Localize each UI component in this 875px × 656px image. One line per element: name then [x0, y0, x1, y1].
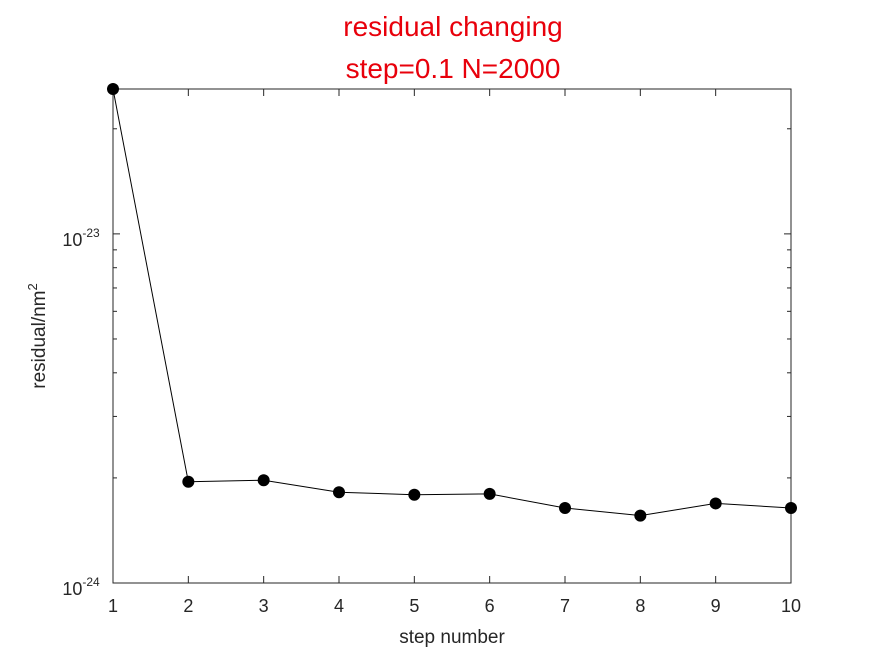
y-tick-label: 10-24 [62, 575, 100, 599]
y-tick-label-exponent: -24 [82, 575, 100, 589]
y-tick-label-base: 10 [62, 579, 82, 599]
y-tick-label-base: 10 [62, 230, 82, 250]
x-tick-label: 8 [635, 596, 645, 616]
data-point [709, 497, 722, 510]
minor-ticks [113, 128, 791, 479]
plot-area [112, 88, 792, 584]
y-axis-label: residual/nm2 [25, 283, 50, 388]
x-tick-label: 4 [334, 596, 344, 616]
chart-title-line-1: residual changing [343, 11, 563, 42]
x-tick-label: 10 [781, 596, 801, 616]
data-point [257, 474, 270, 487]
data-point [333, 486, 345, 499]
x-tick-label: 6 [485, 596, 495, 616]
x-tick-label: 2 [183, 596, 193, 616]
data-point [107, 83, 119, 95]
y-tick-label-exponent: -23 [82, 226, 100, 240]
series-line [112, 88, 792, 517]
x-tick-label: 5 [409, 596, 419, 616]
x-axis-label: step number [399, 627, 505, 648]
data-point [408, 488, 421, 501]
data-point [483, 487, 496, 500]
x-tick-label: 7 [560, 596, 570, 616]
series-markers [107, 83, 797, 522]
data-point [785, 501, 797, 514]
x-tick-label: 3 [259, 596, 269, 616]
y-axis-label-text: residual/nm [29, 291, 50, 389]
x-tick-label: 9 [711, 596, 721, 616]
chart-title-line-2: step=0.1 N=2000 [346, 53, 561, 84]
y-axis-label-superscript: 2 [25, 283, 40, 290]
x-ticks: 1 2 3 4 5 6 7 8 9 10 [108, 89, 801, 616]
data-point [559, 501, 571, 514]
x-tick-label: 1 [108, 596, 118, 616]
data-point [182, 475, 195, 488]
y-tick-label: 10-23 [62, 226, 100, 250]
data-point [634, 509, 647, 522]
